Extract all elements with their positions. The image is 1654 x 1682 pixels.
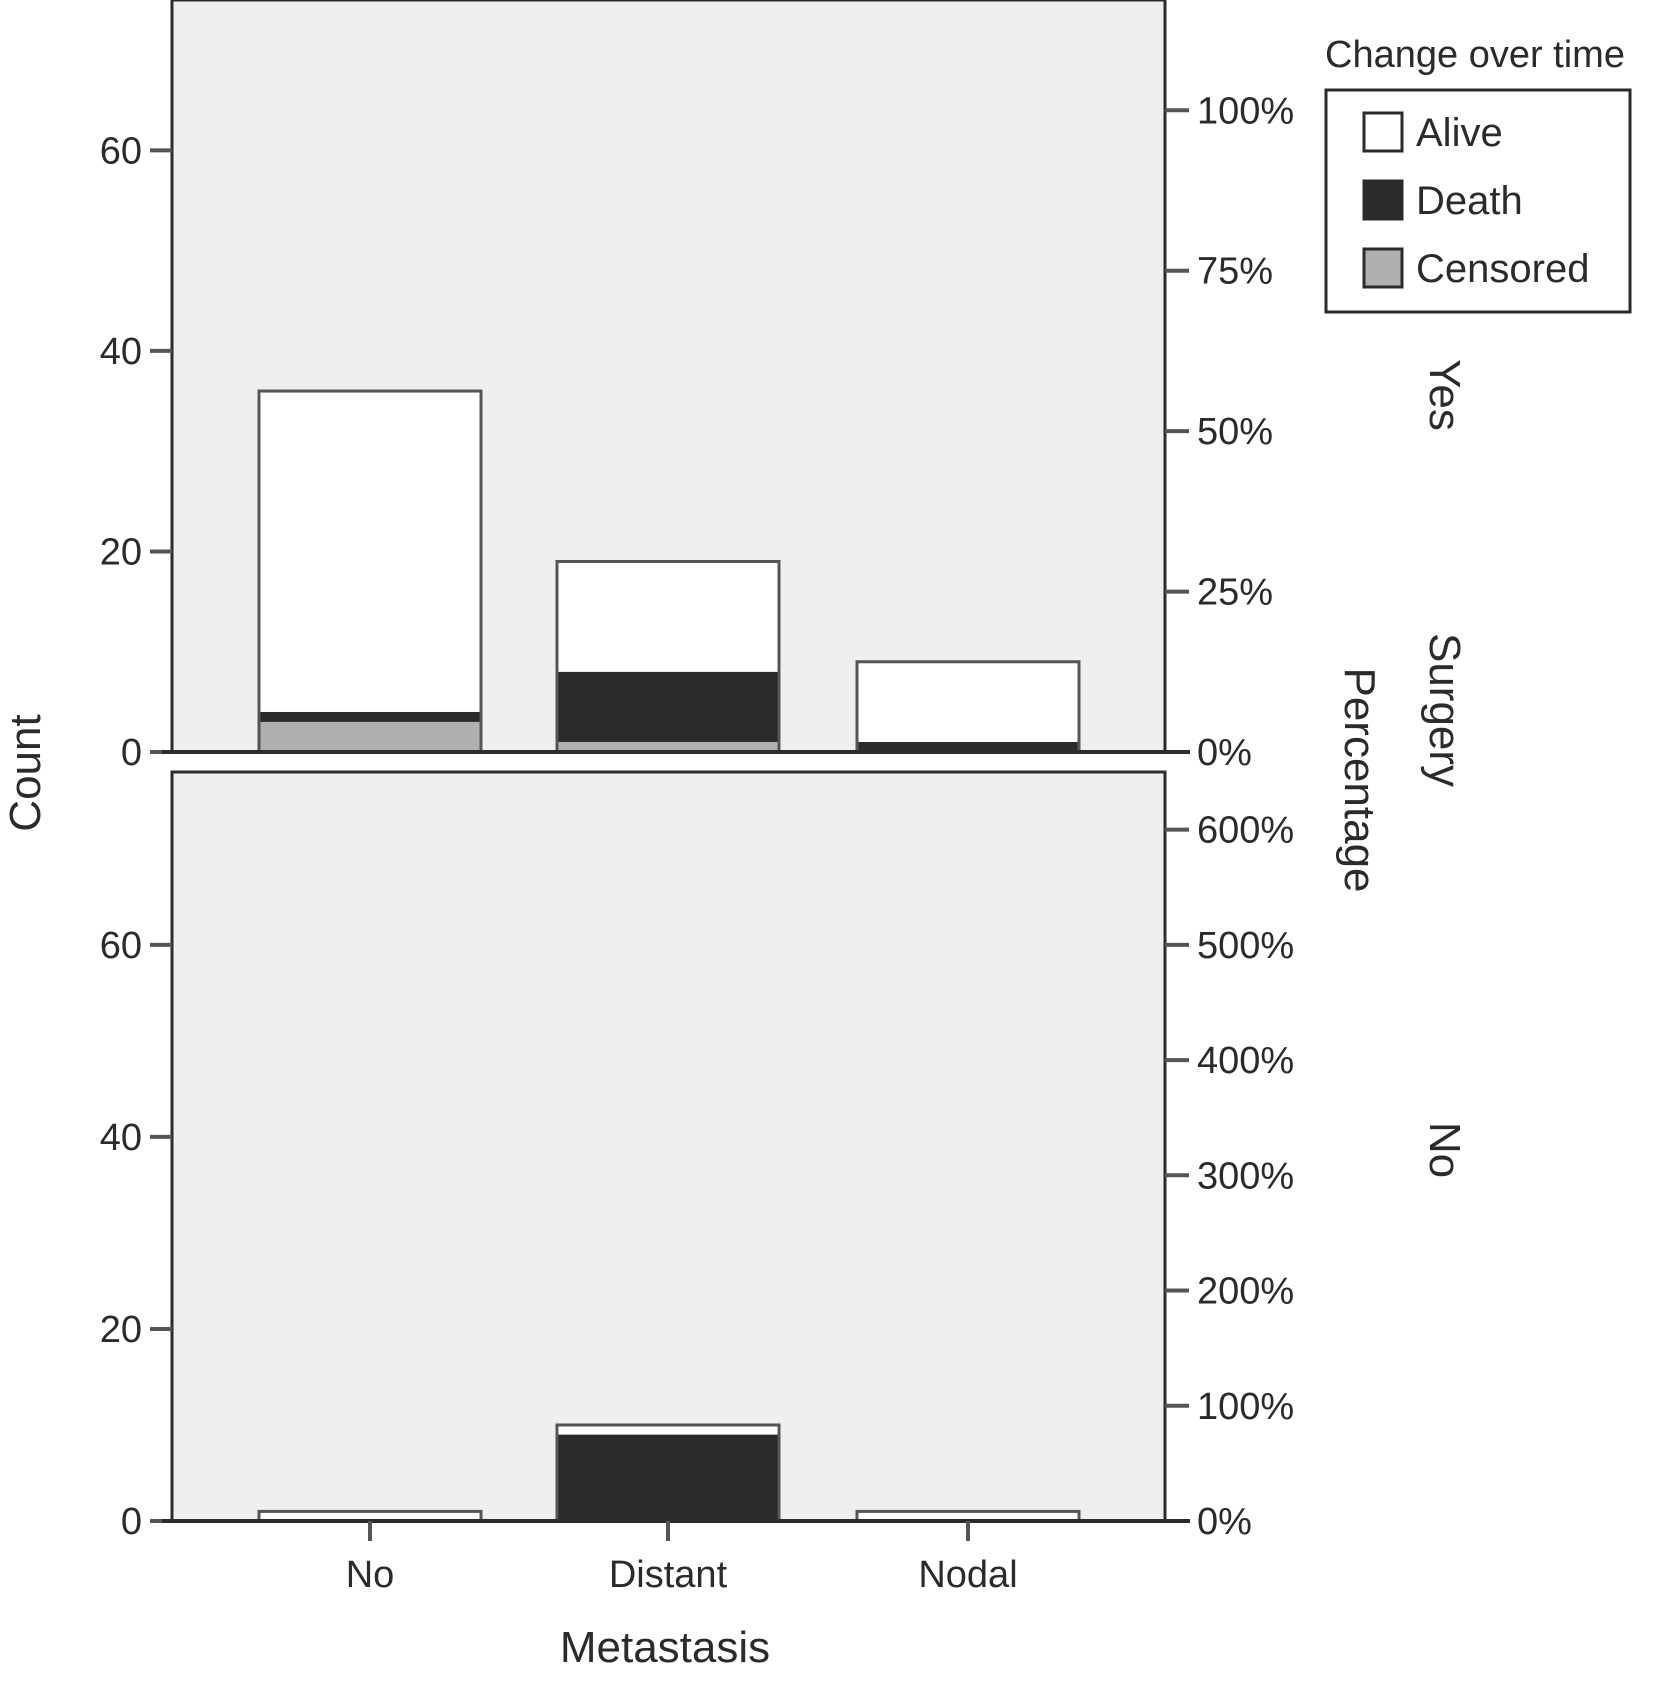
bar-segment-death [557, 1434, 779, 1521]
facet-label: Yes [1420, 359, 1469, 431]
y2-tick-label: 600% [1197, 810, 1294, 852]
y2-tick-label: 100% [1197, 90, 1294, 132]
y2-tick-label: 75% [1197, 251, 1273, 293]
bar-segment-death [857, 741, 1079, 752]
y2-tick-label: 0% [1197, 1501, 1252, 1543]
facet-label: No [1420, 1122, 1469, 1178]
y2-tick-label: 500% [1197, 925, 1294, 967]
y2-tick-label: 50% [1197, 411, 1273, 453]
bar-segment-death [259, 711, 481, 722]
y-axis-title: Count [1, 714, 50, 831]
y2-tick-label: 0% [1197, 732, 1252, 774]
legend-label: Alive [1416, 111, 1503, 155]
y-tick-label: 20 [100, 531, 142, 573]
y2-tick-label: 400% [1197, 1040, 1294, 1082]
y2-tick-label: 300% [1197, 1155, 1294, 1197]
legend-swatch-censored [1362, 247, 1404, 289]
y2-tick-label: 100% [1197, 1386, 1294, 1428]
panel-yes: 0 20 40 60 0% 25% 50% 75% 100% Yes [100, 0, 1469, 774]
bar-segment-alive [857, 1511, 1079, 1521]
bar-segment-censored [557, 741, 779, 752]
bar-segment-alive [557, 1424, 779, 1435]
legend-label: Death [1416, 179, 1523, 223]
y2-tick-label: 200% [1197, 1271, 1294, 1313]
legend-swatch-death [1362, 179, 1404, 221]
legend-swatch-alive [1362, 111, 1404, 153]
y-tick-label: 40 [100, 331, 142, 373]
y-tick-label: 60 [100, 130, 142, 172]
y2-axis-title: Percentage [1335, 667, 1384, 892]
y2-tick-label: 25% [1197, 572, 1273, 614]
x-tick-label: Distant [609, 1554, 728, 1596]
facet-title: Surgery [1420, 633, 1469, 787]
x-tick-label: No [346, 1554, 395, 1596]
bar-segment-death [557, 671, 779, 742]
x-axis-title: Metastasis [560, 1623, 770, 1672]
legend: Change over time Alive Death Censored [1324, 34, 1632, 314]
bar-segment-alive [557, 561, 779, 672]
y-tick-label: 0 [121, 1501, 142, 1543]
bar-segment-censored [259, 721, 481, 752]
x-tick-label: Nodal [918, 1554, 1017, 1596]
bar-segment-alive [259, 1511, 481, 1521]
legend-label: Censored [1416, 247, 1589, 291]
y-tick-label: 40 [100, 1117, 142, 1159]
panel-background [170, 770, 1167, 1523]
bar-segment-alive [259, 391, 481, 712]
bar-segment-alive [857, 661, 1079, 742]
legend-title: Change over time [1325, 34, 1625, 76]
y-tick-label: 20 [100, 1309, 142, 1351]
y-tick-label: 60 [100, 925, 142, 967]
y-tick-label: 0 [121, 732, 142, 774]
